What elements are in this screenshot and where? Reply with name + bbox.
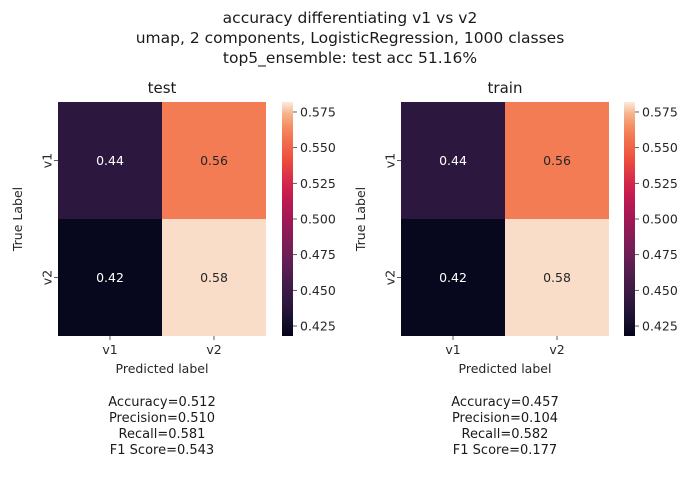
colorbar-tick-label: 0.500	[300, 212, 336, 227]
x-axis-label: Predicted label	[459, 361, 552, 376]
y-tick-label: v2	[39, 270, 54, 285]
cell-annotation: 0.58	[543, 270, 571, 285]
x-tick-label: v1	[102, 342, 117, 357]
metric-accuracy: Accuracy=0.457	[451, 395, 559, 410]
colorbar-tick-label: 0.575	[300, 104, 336, 119]
metric-accuracy: Accuracy=0.512	[108, 395, 216, 410]
y-axis-label: True Label	[10, 187, 25, 252]
cell-annotation: 0.56	[200, 153, 228, 168]
colorbar-tick-label: 0.450	[642, 283, 678, 298]
metric-f1-score: F1 Score=0.543	[109, 443, 215, 458]
colorbar-tick-label: 0.550	[642, 140, 678, 155]
metrics-block-test: Accuracy=0.512 Precision=0.510 Recall=0.…	[62, 395, 262, 459]
x-tick-label: v1	[445, 342, 460, 357]
y-tick-label: v1	[382, 153, 397, 168]
metric-precision: Precision=0.104	[451, 411, 559, 426]
heatmap-cell	[505, 219, 609, 336]
cell-annotation: 0.42	[439, 270, 467, 285]
cell-annotation: 0.42	[96, 270, 124, 285]
x-tick-label: v2	[206, 342, 221, 357]
heatmap-cell	[162, 102, 266, 219]
cell-annotation: 0.56	[543, 153, 571, 168]
suptitle-line-3: top5_ensemble: test acc 51.16%	[222, 49, 478, 67]
heatmap-panel-train: train 0.44 0.56 0.42 0.58 v1 v2 Predicted label…	[353, 79, 678, 376]
x-axis-label: Predicted label	[116, 361, 209, 376]
panel-title: train	[488, 79, 523, 97]
colorbar-tick-label: 0.425	[642, 319, 678, 334]
suptitle-line-2: umap, 2 components, LogisticRegression, …	[135, 29, 565, 47]
colorbar-tick-label: 0.450	[300, 283, 336, 298]
colorbar-tick-label: 0.525	[300, 176, 336, 191]
colorbar-tick-label: 0.525	[642, 176, 678, 191]
y-tick-label: v1	[39, 153, 54, 168]
y-tick-label: v2	[382, 270, 397, 285]
colorbar-tick-label: 0.550	[300, 140, 336, 155]
y-axis-label: True Label	[353, 187, 368, 252]
colorbar-tick-label: 0.475	[642, 247, 678, 262]
colorbar-tick-label: 0.500	[642, 212, 678, 227]
metrics-block-train: Accuracy=0.457 Precision=0.104 Recall=0.…	[405, 395, 605, 459]
colorbar	[282, 102, 293, 336]
metric-f1-score: F1 Score=0.177	[452, 443, 558, 458]
colorbar-tick-label: 0.425	[300, 319, 336, 334]
heatmap-cell	[401, 102, 505, 219]
colorbar-tick-label: 0.475	[300, 247, 336, 262]
heatmap-cell	[58, 102, 162, 219]
metric-recall: Recall=0.581	[118, 427, 206, 442]
colorbar-tick-label: 0.575	[642, 104, 678, 119]
metric-precision: Precision=0.510	[108, 411, 216, 426]
cell-annotation: 0.58	[200, 270, 228, 285]
colorbar	[624, 102, 635, 336]
heatmap-cell	[505, 102, 609, 219]
x-tick-label: v2	[549, 342, 564, 357]
panel-title: test	[148, 79, 177, 97]
metric-recall: Recall=0.582	[461, 427, 549, 442]
cell-annotation: 0.44	[439, 153, 467, 168]
heatmap-cell	[162, 219, 266, 336]
cell-annotation: 0.44	[96, 153, 124, 168]
heatmap-cell	[401, 219, 505, 336]
suptitle-line-1: accuracy differentiating v1 vs v2	[222, 9, 478, 27]
heatmap-panel-test: test 0.44 0.56 0.42 0.58 v1 v2 Predicted label v…	[10, 79, 336, 376]
heatmap-cell	[58, 219, 162, 336]
